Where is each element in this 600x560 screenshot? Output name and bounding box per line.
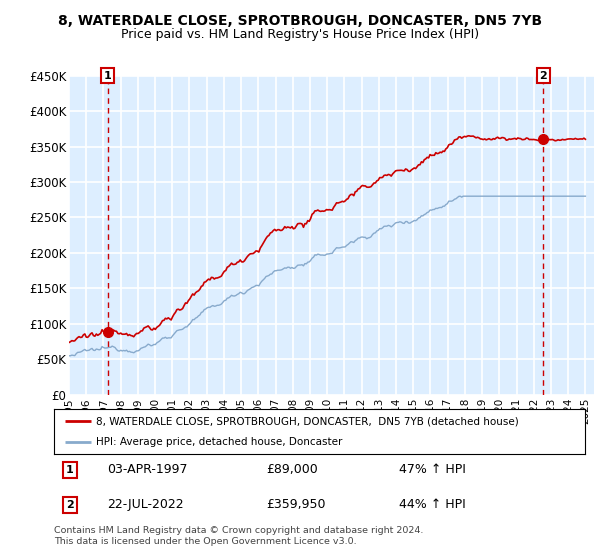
Text: 8, WATERDALE CLOSE, SPROTBROUGH, DONCASTER, DN5 7YB: 8, WATERDALE CLOSE, SPROTBROUGH, DONCAST… <box>58 14 542 28</box>
Text: 47% ↑ HPI: 47% ↑ HPI <box>399 463 466 477</box>
Text: 8, WATERDALE CLOSE, SPROTBROUGH, DONCASTER,  DN5 7YB (detached house): 8, WATERDALE CLOSE, SPROTBROUGH, DONCAST… <box>97 416 519 426</box>
Text: Contains HM Land Registry data © Crown copyright and database right 2024.
This d: Contains HM Land Registry data © Crown c… <box>54 526 424 546</box>
Text: 2: 2 <box>539 71 547 81</box>
Text: £359,950: £359,950 <box>266 498 326 511</box>
Text: Price paid vs. HM Land Registry's House Price Index (HPI): Price paid vs. HM Land Registry's House … <box>121 28 479 41</box>
Text: £89,000: £89,000 <box>266 463 318 477</box>
Text: HPI: Average price, detached house, Doncaster: HPI: Average price, detached house, Donc… <box>97 437 343 447</box>
Text: 2: 2 <box>66 500 74 510</box>
Text: 1: 1 <box>104 71 112 81</box>
Text: 44% ↑ HPI: 44% ↑ HPI <box>399 498 466 511</box>
Text: 1: 1 <box>66 465 74 475</box>
Text: 22-JUL-2022: 22-JUL-2022 <box>107 498 184 511</box>
Text: 03-APR-1997: 03-APR-1997 <box>107 463 188 477</box>
